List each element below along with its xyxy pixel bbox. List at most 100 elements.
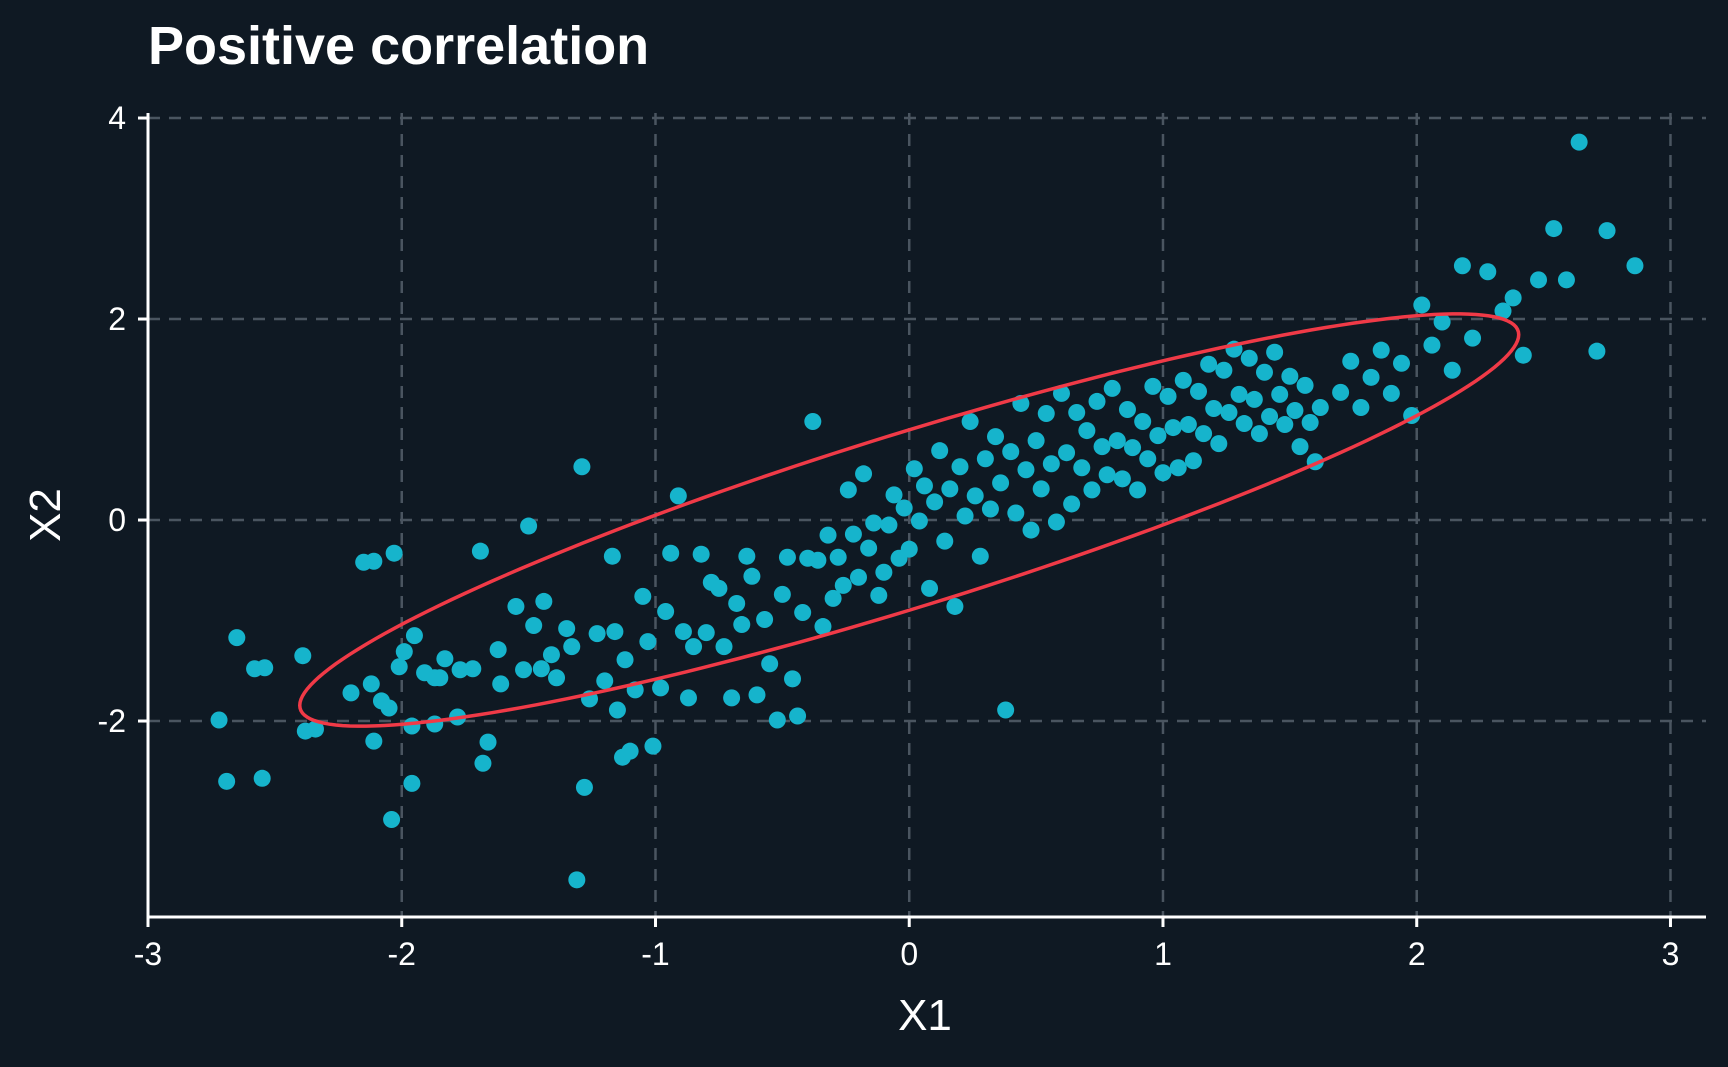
data-point xyxy=(1103,379,1121,397)
data-point xyxy=(941,480,959,498)
data-point xyxy=(1134,413,1152,431)
data-point xyxy=(1078,422,1096,440)
data-point xyxy=(548,669,566,687)
data-point xyxy=(431,669,449,687)
data-point xyxy=(936,532,954,550)
data-point xyxy=(1058,444,1076,462)
data-point xyxy=(956,507,974,525)
data-point xyxy=(910,512,928,530)
data-point xyxy=(558,620,576,638)
data-point xyxy=(383,811,401,829)
data-point xyxy=(849,568,867,586)
data-point xyxy=(987,428,1005,446)
chart-title: Positive correlation xyxy=(148,16,649,76)
data-point xyxy=(778,548,796,566)
data-point xyxy=(966,487,984,505)
data-point xyxy=(573,458,591,476)
data-point xyxy=(804,413,822,431)
data-point xyxy=(1250,425,1268,443)
data-point xyxy=(1266,343,1284,361)
data-point xyxy=(1037,404,1055,422)
data-point xyxy=(489,641,507,659)
data-point xyxy=(715,638,733,656)
data-point xyxy=(608,701,626,719)
x-tick-label: -3 xyxy=(134,936,162,972)
data-point xyxy=(768,711,786,729)
data-point xyxy=(997,701,1015,719)
data-point xyxy=(1281,367,1299,385)
data-point xyxy=(575,778,593,796)
data-point xyxy=(403,717,421,735)
grid-layer xyxy=(148,113,1706,917)
data-point xyxy=(794,603,812,621)
data-point xyxy=(1073,459,1091,477)
x-tick-label: 1 xyxy=(1154,936,1172,972)
data-point xyxy=(819,526,837,544)
data-point xyxy=(362,675,380,693)
data-point xyxy=(616,651,634,669)
x-tick-label: -1 xyxy=(641,936,669,972)
data-point xyxy=(436,650,454,668)
data-point xyxy=(814,618,832,636)
data-point xyxy=(921,579,939,597)
data-point xyxy=(738,547,756,565)
x-ticks: -3 -2 -1 0 1 2 3 xyxy=(134,917,1680,972)
data-point xyxy=(905,460,923,478)
data-point xyxy=(474,754,492,772)
data-point xyxy=(1235,415,1253,433)
data-point xyxy=(1032,480,1050,498)
data-point xyxy=(1598,222,1616,240)
data-point xyxy=(829,548,847,566)
data-point xyxy=(1139,450,1157,468)
data-point xyxy=(834,576,852,594)
x-tick-label: 0 xyxy=(900,936,918,972)
data-point xyxy=(743,567,761,585)
data-point xyxy=(1433,313,1451,331)
data-point xyxy=(992,474,1010,492)
data-point xyxy=(1443,361,1461,379)
data-point xyxy=(520,517,538,535)
data-point xyxy=(603,547,621,565)
data-point xyxy=(1393,354,1411,372)
data-point xyxy=(1124,439,1142,457)
data-point xyxy=(1149,427,1167,445)
data-point xyxy=(1210,435,1228,453)
y-axis-label: X2 xyxy=(21,488,70,542)
data-point xyxy=(756,611,774,629)
data-point xyxy=(542,646,560,664)
x-tick-label: 3 xyxy=(1662,936,1680,972)
data-point xyxy=(606,623,624,641)
data-point xyxy=(1083,481,1101,499)
data-point xyxy=(228,629,246,647)
data-point xyxy=(1164,419,1182,437)
data-point xyxy=(971,547,989,565)
data-point xyxy=(1382,384,1400,402)
data-point xyxy=(1352,398,1370,416)
data-point xyxy=(1588,342,1606,360)
data-point xyxy=(253,769,271,787)
data-point xyxy=(981,500,999,518)
data-point xyxy=(365,552,383,570)
data-point xyxy=(1557,271,1575,289)
data-point xyxy=(1190,382,1208,400)
data-point xyxy=(1464,329,1482,347)
data-point xyxy=(1129,481,1147,499)
data-point xyxy=(748,686,766,704)
data-point xyxy=(1215,361,1233,379)
data-point xyxy=(1372,341,1390,359)
data-point xyxy=(464,660,482,678)
data-point xyxy=(525,617,543,635)
data-point xyxy=(1453,257,1471,275)
data-point xyxy=(1255,363,1273,381)
data-point xyxy=(451,661,469,679)
data-point xyxy=(1088,392,1106,410)
y-tick-label: -2 xyxy=(98,703,126,739)
data-point xyxy=(1301,414,1319,432)
data-point xyxy=(1144,377,1162,395)
data-point xyxy=(931,442,949,460)
data-point xyxy=(405,627,423,645)
data-point xyxy=(900,540,918,558)
data-point xyxy=(1017,461,1035,479)
data-point xyxy=(926,493,944,511)
